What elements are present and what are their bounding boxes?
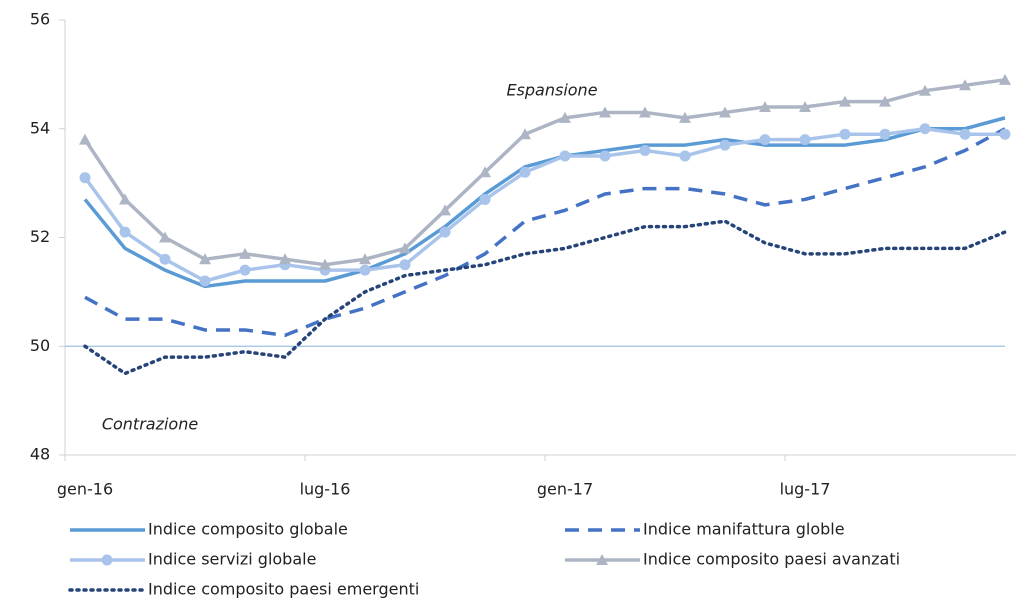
- point: [279, 253, 291, 265]
- y-tick-label: 50: [30, 336, 50, 355]
- point: [159, 253, 171, 265]
- x-tick-label: gen-16: [57, 480, 113, 499]
- point: [959, 128, 971, 140]
- series-line: [83, 78, 1006, 267]
- x-tick-label: gen-17: [537, 480, 593, 499]
- point: [679, 150, 691, 162]
- legend-marker: [596, 554, 608, 565]
- x-tick-label: lug-17: [780, 480, 831, 499]
- point: [159, 231, 171, 243]
- point: [199, 275, 211, 287]
- point: [359, 253, 371, 265]
- point: [999, 73, 1011, 85]
- point: [399, 259, 411, 271]
- y-tick-label: 48: [30, 445, 50, 464]
- point: [599, 106, 611, 118]
- y-tick-label: 54: [30, 118, 50, 137]
- point: [959, 79, 971, 91]
- point: [599, 150, 611, 162]
- point: [799, 134, 811, 146]
- legend-label: Indice servizi globale: [148, 550, 316, 569]
- point: [479, 166, 491, 178]
- point: [439, 204, 451, 216]
- point: [639, 145, 651, 156]
- point: [519, 166, 531, 178]
- series-line: [84, 127, 1006, 338]
- point: [839, 95, 851, 107]
- point: [119, 226, 131, 238]
- point: [879, 95, 891, 107]
- point: [319, 258, 331, 270]
- annotation: Espansione: [506, 81, 597, 100]
- point: [999, 128, 1011, 140]
- point: [119, 193, 131, 205]
- point: [639, 106, 651, 118]
- x-tick-label: lug-16: [300, 480, 351, 499]
- point: [79, 133, 91, 145]
- y-tick-label: 52: [30, 227, 50, 246]
- point: [239, 264, 251, 276]
- point: [799, 101, 811, 112]
- legend-label: Indice composito paesi emergenti: [148, 580, 419, 599]
- point: [479, 193, 491, 205]
- point: [519, 128, 531, 140]
- point: [239, 247, 251, 259]
- series-line: [83, 219, 1007, 376]
- point: [759, 134, 771, 146]
- point: [359, 264, 371, 276]
- point: [919, 84, 931, 96]
- point: [679, 111, 691, 123]
- annotation: Contrazione: [102, 415, 199, 434]
- series-line: [83, 116, 1006, 289]
- legend-label: Indice composito globale: [148, 520, 348, 539]
- point: [839, 128, 851, 140]
- point: [439, 226, 451, 238]
- legend-label: Indice manifattura globle: [643, 520, 845, 539]
- point: [79, 172, 91, 184]
- y-tick-label: 56: [30, 10, 50, 29]
- series-line: [83, 127, 1005, 283]
- point: [399, 242, 411, 254]
- point: [719, 106, 731, 118]
- point: [919, 123, 931, 135]
- point: [559, 150, 571, 162]
- point: [879, 128, 891, 140]
- point: [199, 253, 211, 265]
- point: [759, 101, 771, 112]
- legend-marker: [101, 554, 113, 566]
- legend-label: Indice composito paesi avanzati: [643, 550, 900, 569]
- point: [559, 111, 571, 123]
- point: [719, 139, 731, 151]
